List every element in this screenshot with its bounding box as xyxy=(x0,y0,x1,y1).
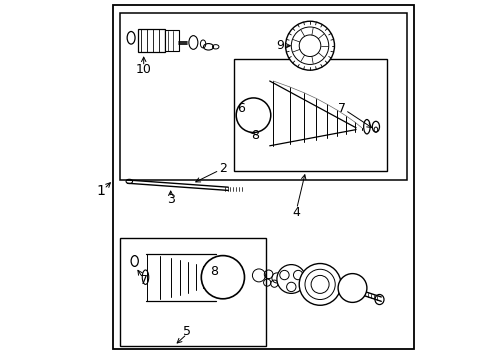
Text: 1: 1 xyxy=(96,184,105,198)
Text: 10: 10 xyxy=(136,63,151,76)
Bar xyxy=(120,13,406,180)
Text: 8: 8 xyxy=(251,129,259,142)
Text: 5: 5 xyxy=(183,325,190,338)
Bar xyxy=(138,29,165,52)
Circle shape xyxy=(276,265,305,293)
Bar xyxy=(233,59,386,171)
Text: 6: 6 xyxy=(237,102,244,114)
Text: 2: 2 xyxy=(219,162,226,175)
Text: 7: 7 xyxy=(140,274,147,287)
Text: 4: 4 xyxy=(292,206,300,219)
Text: 3: 3 xyxy=(166,193,174,206)
Bar xyxy=(113,5,413,349)
Text: 7: 7 xyxy=(338,102,346,114)
Circle shape xyxy=(299,264,340,305)
Bar xyxy=(120,238,265,346)
Circle shape xyxy=(285,21,334,70)
Text: 9: 9 xyxy=(276,39,284,52)
Circle shape xyxy=(337,274,366,302)
Circle shape xyxy=(236,98,270,132)
Text: 8: 8 xyxy=(209,265,218,278)
Circle shape xyxy=(201,256,244,299)
Bar xyxy=(165,30,179,51)
